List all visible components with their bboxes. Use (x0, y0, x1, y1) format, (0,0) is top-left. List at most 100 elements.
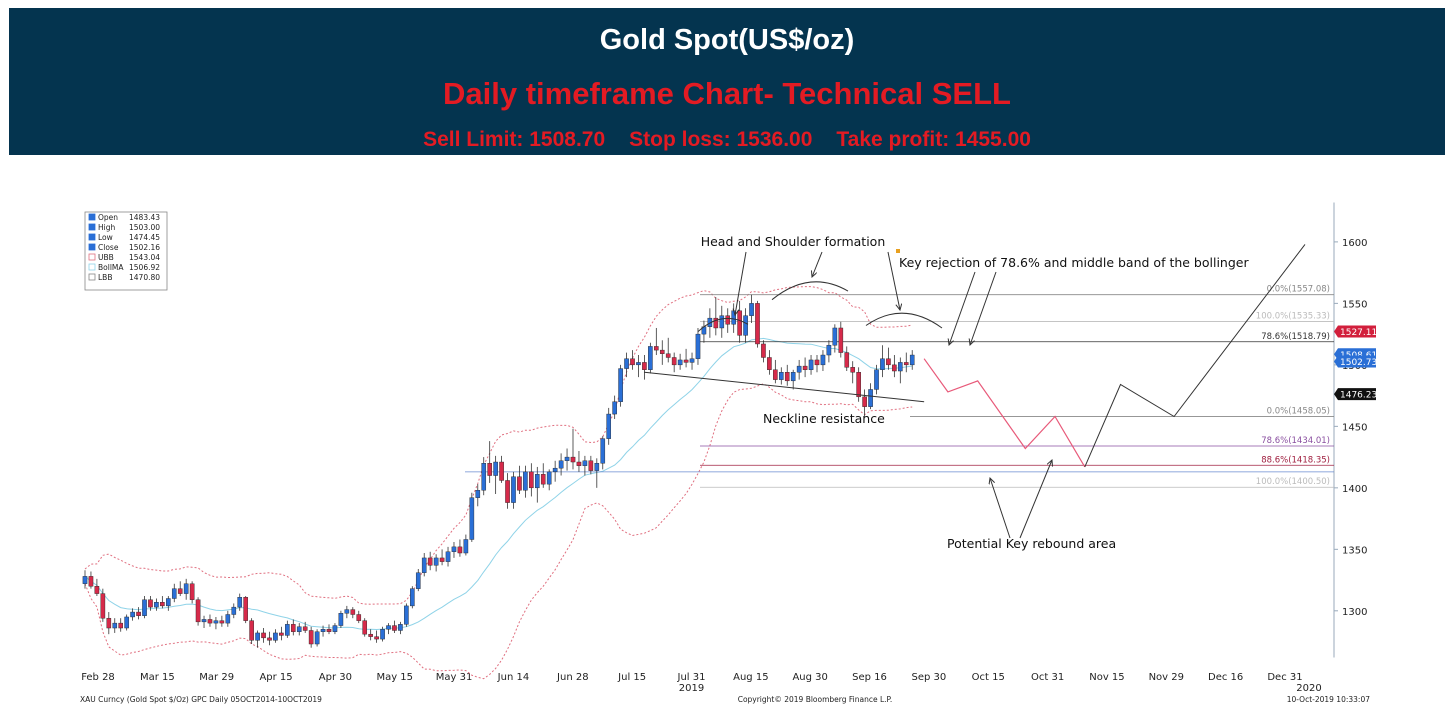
x-tick-label: May 31 (436, 672, 473, 683)
fib-level-label: 0.0%(1557.08) (1267, 285, 1330, 295)
candle-body (690, 359, 694, 363)
y-tick-label: 1550 (1342, 299, 1367, 310)
candle-body (559, 461, 563, 468)
legend-swatch (89, 264, 95, 270)
fib-level-label: 78.6%(1518.79) (1261, 332, 1330, 342)
price-tag: 1527.11 (1334, 326, 1377, 339)
candle-body (172, 589, 176, 599)
candle-body (803, 366, 807, 370)
candle-body (119, 623, 123, 628)
candle-body (529, 472, 533, 488)
candle-body (636, 362, 640, 364)
candle-body (517, 477, 521, 491)
candle-body (845, 353, 849, 368)
candle-body (315, 632, 319, 644)
candle-body (261, 633, 265, 638)
candle-body (494, 462, 498, 476)
candle-body (232, 607, 236, 614)
candle-body (375, 637, 379, 639)
candle-body (851, 367, 855, 372)
candle-body (863, 397, 867, 407)
bollinger-upper-band (85, 287, 912, 605)
legend-value: 1474.45 (129, 233, 160, 242)
candle-body (160, 602, 164, 606)
candle-body (755, 303, 759, 344)
candle-body (184, 584, 188, 594)
candle-body (660, 350, 664, 354)
candle-body (416, 573, 420, 589)
legend-value: 1503.00 (129, 223, 160, 232)
candle-body (523, 472, 527, 490)
candle-body (244, 597, 248, 620)
footer-copyright: Copyright© 2019 Bloomberg Finance L.P. (738, 695, 893, 704)
candle-body (214, 621, 218, 623)
candle-body (136, 612, 140, 616)
price-tag-label: 1476.23 (1340, 391, 1377, 401)
candle-body (321, 629, 325, 631)
candle-body (726, 316, 730, 325)
candle-body (398, 624, 402, 630)
candle-body (83, 576, 87, 583)
candle-body (190, 584, 194, 600)
legend-label: High (98, 223, 115, 232)
right-shoulder-arc (866, 313, 942, 328)
candle-body (404, 606, 408, 624)
candle-body (785, 372, 789, 381)
legend-swatch (89, 214, 95, 220)
candle-body (89, 576, 93, 586)
x-tick-label: Apr 15 (259, 672, 292, 683)
candle-body (553, 468, 557, 472)
legend-label: LBB (98, 273, 112, 282)
legend-label: BollMA (98, 263, 124, 272)
candle-body (595, 463, 599, 470)
candle-body (642, 362, 646, 369)
price-tag-label: 1527.11 (1340, 328, 1377, 338)
candle-body (285, 624, 289, 635)
annotation-arrow (970, 272, 996, 345)
candle-body (101, 594, 105, 619)
x-tick-year: 2019 (679, 683, 704, 694)
candle-body (809, 360, 813, 370)
x-tick-label: Oct 15 (972, 672, 1005, 683)
candle-body (142, 600, 146, 616)
candle-body (446, 552, 450, 562)
price-tag-label: 1502.73 (1340, 358, 1377, 368)
fib-level-label: 100.0%(1535.33) (1256, 311, 1330, 321)
candle-body (601, 439, 605, 464)
x-tick-label: Nov 15 (1089, 672, 1124, 683)
candle-body (738, 311, 742, 336)
annotation-key-rejection: Key rejection of 78.6% and middle band o… (899, 255, 1249, 270)
x-tick-label: May 15 (376, 672, 413, 683)
y-tick-label: 1300 (1342, 607, 1367, 618)
candle-body (684, 360, 688, 362)
candle-body (892, 365, 896, 371)
annotation-rebound: Potential Key rebound area (947, 536, 1116, 551)
bollinger-lower-band (85, 384, 912, 679)
y-tick-label: 1450 (1342, 422, 1367, 433)
candle-body (630, 359, 634, 365)
candle-body (505, 480, 509, 502)
candle-body (458, 547, 462, 553)
x-tick-label: Apr 30 (319, 672, 352, 683)
candle-body (440, 558, 444, 562)
candle-body (767, 357, 771, 369)
candle-body (648, 346, 652, 369)
candle-body (422, 558, 426, 573)
take-profit-label: Take profit: 1455.00 (836, 128, 1031, 151)
candle-body (452, 547, 456, 552)
candle-body (333, 626, 337, 632)
candle-body (220, 621, 224, 623)
candle-body (547, 472, 551, 484)
candle-body (821, 355, 825, 365)
candle-body (904, 362, 908, 364)
page-subtitle: Daily timeframe Chart- Technical SELL (9, 76, 1445, 112)
legend-label: Open (98, 213, 118, 222)
candle-body (678, 360, 682, 365)
trade-parameters: Sell Limit: 1508.70Stop loss: 1536.00Tak… (9, 128, 1445, 152)
legend-value: 1502.16 (129, 243, 160, 252)
candle-body (178, 589, 182, 594)
sell-limit-label: Sell Limit: 1508.70 (423, 128, 605, 151)
candle-body (238, 597, 242, 607)
candle-body (208, 619, 212, 623)
candle-body (654, 346, 658, 350)
